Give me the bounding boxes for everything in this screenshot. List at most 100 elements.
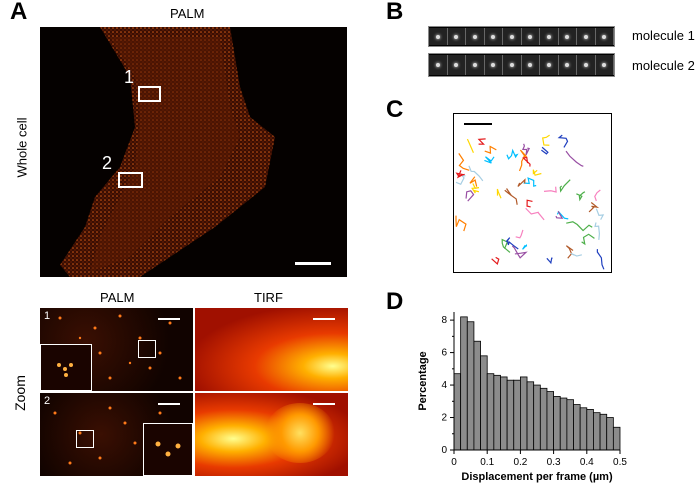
histogram-bar xyxy=(466,321,475,451)
molecule-frame xyxy=(595,55,614,75)
molecule-2-strip xyxy=(428,53,615,77)
trajectory xyxy=(542,134,550,146)
histogram-bar xyxy=(579,407,588,451)
molecule-frame xyxy=(558,28,577,45)
molecule-spot xyxy=(472,34,477,39)
histogram-bar xyxy=(586,409,594,451)
molecule-spot xyxy=(509,34,514,39)
trajectory xyxy=(556,210,569,220)
trajectory xyxy=(496,188,502,199)
histogram-bar xyxy=(500,376,508,451)
scale-bar xyxy=(295,262,331,265)
trajectory xyxy=(541,146,549,155)
histogram-bar xyxy=(539,387,548,451)
molecule-spot xyxy=(565,63,570,67)
x-tick-label: 0.3 xyxy=(547,457,561,468)
molecule-spot xyxy=(565,34,570,39)
histogram-bar xyxy=(473,340,481,451)
trajectory xyxy=(468,165,484,182)
zoom-2-number: 2 xyxy=(44,395,51,407)
trajectory xyxy=(526,199,533,208)
zoom-palm-1: 1 xyxy=(40,308,193,391)
trajectory xyxy=(521,143,531,156)
molecule-spot xyxy=(491,63,496,67)
histogram-bar xyxy=(513,379,521,451)
molecule-spot xyxy=(546,34,551,39)
molecule-frame xyxy=(503,55,522,75)
molecule-frame xyxy=(429,28,448,45)
trajectory xyxy=(588,202,600,213)
x-tick-label: 0 xyxy=(451,457,457,468)
y-tick-label: 6 xyxy=(441,348,447,359)
y-tick-label: 2 xyxy=(441,413,447,424)
molecule-spot xyxy=(435,34,440,39)
histogram-bar xyxy=(593,412,601,451)
trajectory xyxy=(522,244,528,250)
histogram-bar xyxy=(606,417,614,451)
trajectory xyxy=(491,256,500,266)
roi-box-1 xyxy=(138,86,161,102)
molecule-frame xyxy=(521,55,540,75)
histogram-bar xyxy=(573,404,581,451)
trajectory xyxy=(458,153,470,171)
molecule-spot xyxy=(472,63,477,67)
molecule-frame xyxy=(595,28,614,45)
palm-2-speckles xyxy=(53,406,162,465)
molecule-frame xyxy=(577,55,596,75)
trajectory xyxy=(511,245,528,259)
molecule-frame xyxy=(577,28,596,45)
histogram-bar xyxy=(566,399,574,451)
zoom-tirf-2 xyxy=(195,393,348,476)
molecule-frame xyxy=(558,55,577,75)
x-tick-label: 0.5 xyxy=(613,457,627,468)
y-axis-label: Percentage xyxy=(417,351,429,410)
x-tick-label: 0.2 xyxy=(513,457,527,468)
molecule-spot xyxy=(528,34,533,39)
scale-bar-tracks xyxy=(464,123,492,125)
molecule-spot xyxy=(454,34,459,39)
palm-1-speckles xyxy=(58,314,182,380)
trajectory xyxy=(515,229,524,239)
trajectory xyxy=(594,189,601,202)
trajectory xyxy=(466,138,474,153)
trajectory xyxy=(518,149,528,172)
trajectory xyxy=(455,215,467,232)
trajectory xyxy=(581,233,595,246)
inset-1 xyxy=(40,344,92,391)
molecule-frame xyxy=(447,55,466,75)
molecule-spot xyxy=(583,63,588,67)
trajectory xyxy=(559,179,571,193)
y-tick-label: 0 xyxy=(441,445,447,456)
trajectory xyxy=(455,170,465,179)
trajectory xyxy=(543,186,557,193)
histogram-bar xyxy=(453,373,462,451)
inset-box-2 xyxy=(76,430,94,448)
roi-label-1: 1 xyxy=(124,67,135,87)
trajectory xyxy=(465,190,475,202)
panel-c-label: C xyxy=(386,96,404,123)
x-tick-label: 0.1 xyxy=(480,457,494,468)
trajectory xyxy=(566,221,593,232)
molecule-frame xyxy=(521,28,540,45)
molecule-1-strip xyxy=(428,26,615,47)
x-tick-label: 0.4 xyxy=(580,457,594,468)
scale-bar-tirf-2 xyxy=(313,403,335,405)
trajectory xyxy=(595,208,605,220)
molecule-frame xyxy=(484,55,503,75)
molecule-spot xyxy=(602,63,607,67)
molecule-spot xyxy=(583,34,588,39)
trajectory xyxy=(469,176,478,187)
molecule-spot xyxy=(602,34,607,39)
histogram-bar xyxy=(599,413,608,451)
molecule-spot xyxy=(454,63,459,67)
trajectory xyxy=(471,183,480,194)
y-tick-label: 4 xyxy=(441,380,447,391)
molecule-spot xyxy=(509,63,514,67)
scale-bar-zoom-2 xyxy=(158,403,180,405)
trajectory xyxy=(532,169,542,176)
trajectory xyxy=(596,249,605,270)
histogram-bar xyxy=(520,376,528,451)
trajectory xyxy=(477,138,486,145)
cell-shape xyxy=(60,27,275,277)
